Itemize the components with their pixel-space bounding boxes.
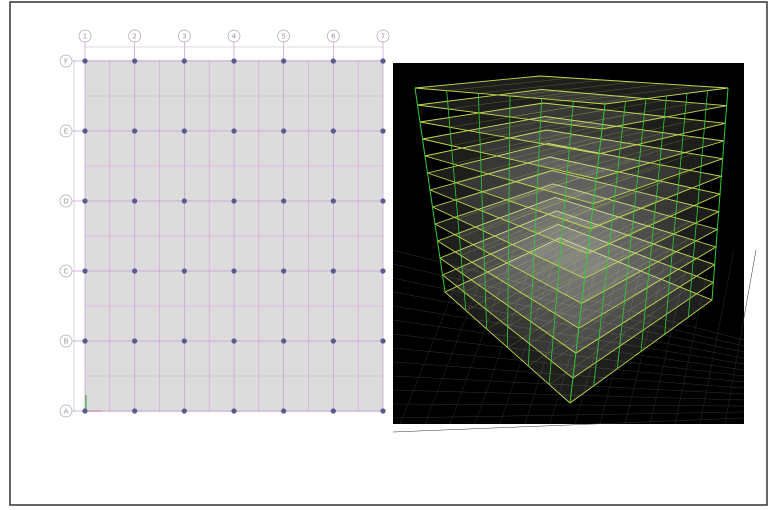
column [231,58,236,63]
grid-label: 5 [281,33,285,41]
column [331,268,336,273]
column [281,128,286,133]
column [331,198,336,203]
column [331,338,336,343]
grid-label: C [64,268,69,276]
column [231,268,236,273]
column [182,338,187,343]
column [380,268,385,273]
grid-label: B [64,338,69,346]
column [132,198,137,203]
column [281,338,286,343]
column [132,128,137,133]
grid-label: D [63,198,68,206]
column [182,198,187,203]
grid-label: 7 [381,33,385,41]
column [132,408,137,413]
grid-label: A [64,408,69,416]
grid-label: 3 [182,33,186,41]
column [82,128,87,133]
plan-view: 1 2 3 4 5 6 7 F E D C B A [60,30,389,417]
grid-label: E [64,128,68,136]
column [182,128,187,133]
grid-label: 4 [232,33,237,41]
column [281,198,286,203]
column [132,58,137,63]
column [82,198,87,203]
column [182,268,187,273]
grid-label: F [64,58,68,66]
column [132,338,137,343]
column [182,408,187,413]
figure: 1 2 3 4 5 6 7 F E D C B A [0,0,770,506]
column [331,408,336,413]
column [231,338,236,343]
column [231,128,236,133]
grid-label: 1 [83,33,87,41]
column [132,268,137,273]
column [380,58,385,63]
column [281,58,286,63]
column [82,408,87,413]
column [331,128,336,133]
column [331,58,336,63]
column [231,198,236,203]
column [281,268,286,273]
column [380,408,385,413]
3d-view [393,63,756,432]
column [182,58,187,63]
column [231,408,236,413]
column [82,338,87,343]
column [82,58,87,63]
column [380,338,385,343]
grid-label: 2 [132,33,136,41]
column [281,408,286,413]
column [380,128,385,133]
grid-label: 6 [331,33,336,41]
column [380,198,385,203]
column [82,268,87,273]
